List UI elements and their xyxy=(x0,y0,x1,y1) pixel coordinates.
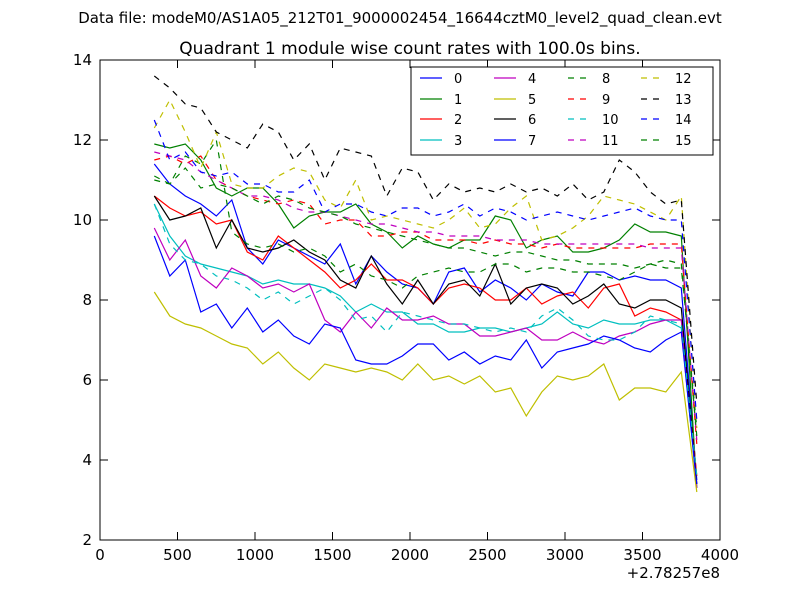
y-tick-label: 8 xyxy=(82,291,92,309)
legend-label-3: 3 xyxy=(454,134,462,149)
legend-label-4: 4 xyxy=(528,72,536,87)
x-tick-label: 2000 xyxy=(391,546,429,564)
series-line-9 xyxy=(154,155,698,445)
legend-label-12: 12 xyxy=(675,72,692,87)
series-line-5 xyxy=(153,291,698,493)
x-axis: 0 500 1000 1500 2000 2500 3000 3500 4000 xyxy=(95,60,739,564)
x-tick-label: 3000 xyxy=(546,546,584,564)
y-tick-label: 4 xyxy=(82,451,92,469)
series-line-6 xyxy=(153,195,698,485)
legend-label-0: 0 xyxy=(454,72,462,87)
legend-label-5: 5 xyxy=(528,93,536,108)
legend-frame xyxy=(410,66,714,156)
x-tick-label: 1500 xyxy=(313,546,351,564)
series-line-15 xyxy=(154,167,698,437)
y-tick-label: 2 xyxy=(82,531,92,549)
x-axis-offset-label: +2.78257e8 xyxy=(627,564,720,582)
legend-label-14: 14 xyxy=(675,113,692,128)
legend-label-13: 13 xyxy=(675,93,692,108)
legend-label-6: 6 xyxy=(528,113,536,128)
legend-label-2: 2 xyxy=(454,113,462,128)
x-tick-label: 500 xyxy=(163,546,192,564)
x-tick-label: 4000 xyxy=(701,546,739,564)
x-tick-label: 2500 xyxy=(468,546,506,564)
y-tick-label: 14 xyxy=(73,51,92,69)
legend-label-1: 1 xyxy=(454,93,462,108)
series-line-7 xyxy=(153,235,698,485)
legend-label-9: 9 xyxy=(602,93,610,108)
chart-title: Quadrant 1 module wise count rates with … xyxy=(179,39,640,59)
legend-label-10: 10 xyxy=(602,113,619,128)
y-tick-label: 12 xyxy=(73,131,92,149)
x-tick-label: 0 xyxy=(95,546,105,564)
series-line-12 xyxy=(153,98,698,429)
chart-suptitle: Data file: modeM0/AS1A05_212T01_90000024… xyxy=(78,9,722,28)
y-tick-label: 10 xyxy=(73,211,92,229)
x-tick-label: 3500 xyxy=(623,546,661,564)
legend-label-7: 7 xyxy=(528,134,536,149)
y-tick-label: 6 xyxy=(82,371,92,389)
legend-label-11: 11 xyxy=(602,134,619,149)
series-line-3 xyxy=(153,203,698,489)
series-line-4 xyxy=(153,227,698,489)
series-line-8 xyxy=(154,138,698,429)
legend-label-15: 15 xyxy=(675,134,692,149)
legend-label-8: 8 xyxy=(602,72,610,87)
series-line-2 xyxy=(153,195,698,477)
series-line-10 xyxy=(153,203,698,477)
plot-series-group xyxy=(153,75,698,493)
x-tick-label: 1000 xyxy=(236,546,274,564)
series-line-14 xyxy=(153,119,698,421)
series-line-13 xyxy=(153,75,698,405)
series-line-1 xyxy=(154,143,698,489)
